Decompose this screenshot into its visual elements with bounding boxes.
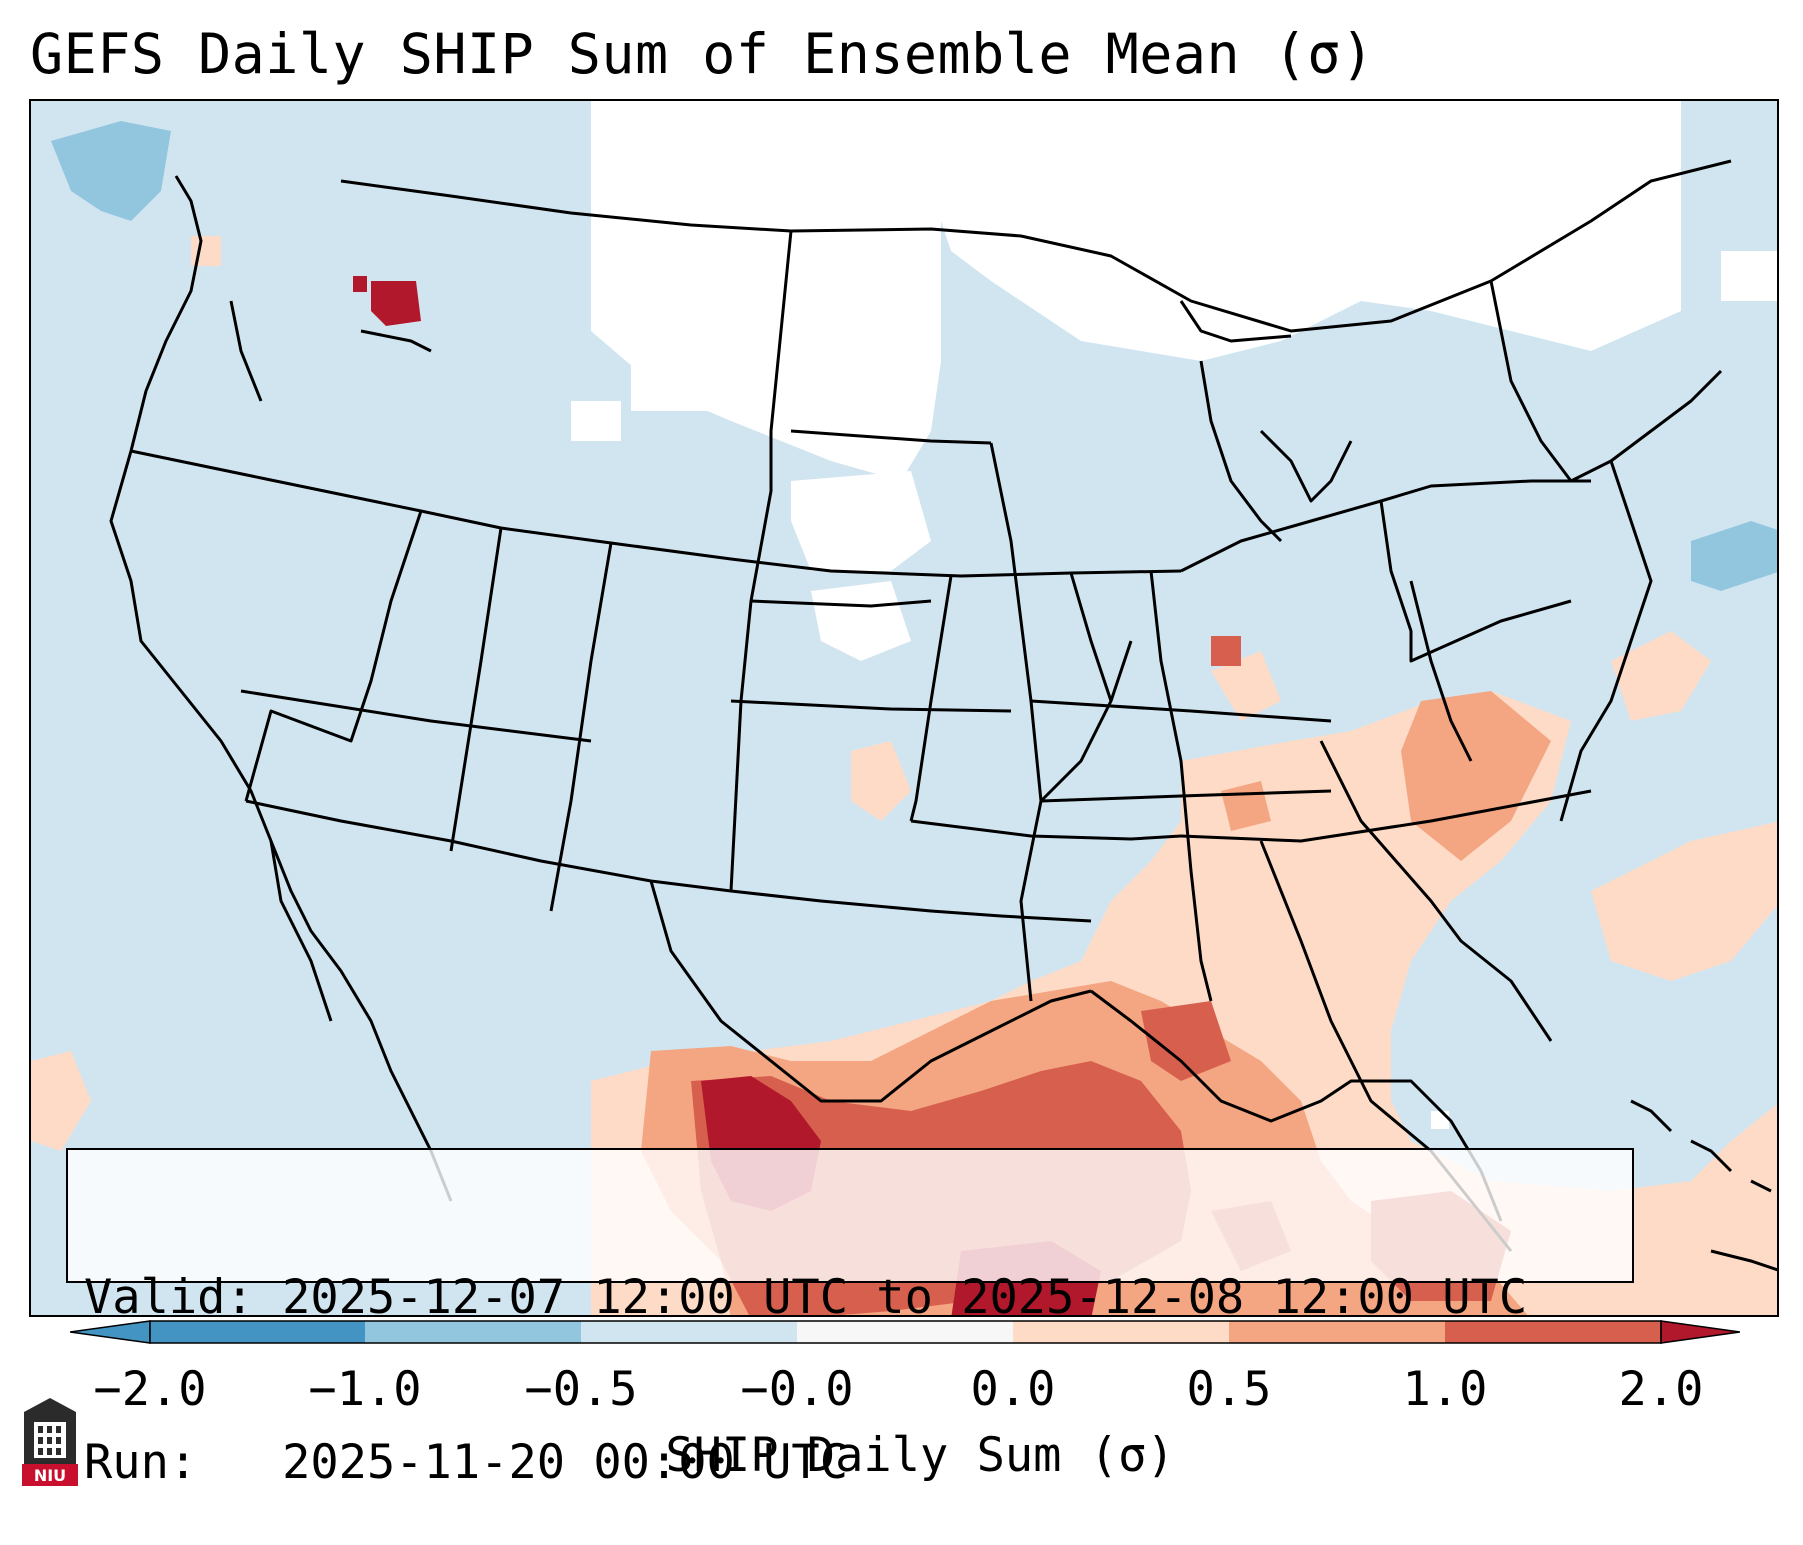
- colorbar-segment-6: [1229, 1321, 1445, 1343]
- map-canvas: [31, 101, 1777, 1315]
- valid-value: 2025-12-07 12:00 UTC to 2025-12-08 12:00…: [282, 1270, 1528, 1325]
- colorbar-segment-4: [797, 1321, 1013, 1343]
- colorbar-tick-label: 0.0: [970, 1362, 1056, 1417]
- colorbar-segment-3: [581, 1321, 797, 1343]
- colorbar-segment-2: [365, 1321, 581, 1343]
- colorbar-label: SHIP Daily Sum (σ): [665, 1428, 1175, 1483]
- colorbar-under-triangle: [70, 1320, 151, 1344]
- run-line: Run: 2025-11-20 00:00 UTC: [84, 1435, 1616, 1490]
- colorbar-tick-label: −2.0: [93, 1362, 207, 1417]
- valid-run-info-box: Valid: 2025-12-07 12:00 UTC to 2025-12-0…: [66, 1148, 1634, 1490]
- colorbar-tick-label: −0.0: [740, 1362, 854, 1417]
- colorbar-tick-label: 0.5: [1186, 1362, 1272, 1417]
- colorbar-segment-7: [1445, 1321, 1661, 1343]
- colorbar-tick-label: −1.0: [308, 1362, 422, 1417]
- caribbean-islands: [1630, 1099, 1777, 1272]
- state-boundaries: [109, 159, 1732, 1252]
- colorbar-tick-label: 2.0: [1618, 1362, 1704, 1417]
- map-frame: [29, 99, 1779, 1317]
- colorbar: [70, 1320, 1740, 1344]
- colorbar-tick-label: −0.5: [524, 1362, 638, 1417]
- colorbar-over-triangle: [1660, 1320, 1740, 1344]
- university-tower-icon: NIU: [22, 1398, 78, 1486]
- neutral-regions: [501, 101, 1777, 1129]
- colorbar-segment-5: [1013, 1321, 1229, 1343]
- colorbar-segment-1: [150, 1321, 365, 1343]
- chart-title: GEFS Daily SHIP Sum of Ensemble Mean (σ): [30, 22, 1375, 86]
- colorbar-tick-label: 1.0: [1402, 1362, 1488, 1417]
- run-label: Run:: [84, 1435, 198, 1490]
- valid-label: Valid:: [84, 1270, 254, 1325]
- logo-text: NIU: [34, 1466, 66, 1485]
- valid-line: Valid: 2025-12-07 12:00 UTC to 2025-12-0…: [84, 1270, 1616, 1325]
- colorbar-outline: [149, 1320, 1662, 1344]
- run-value: 2025-11-20 00:00 UTC: [282, 1435, 849, 1490]
